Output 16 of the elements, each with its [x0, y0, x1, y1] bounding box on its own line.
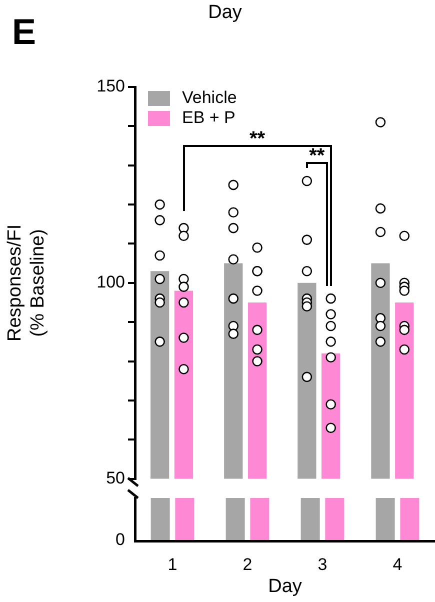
y-axis-title: Responses/FI (% Baseline) [4, 224, 48, 342]
x-tick-label: 4 [392, 554, 402, 574]
y-tick-label: 50 [106, 468, 125, 488]
text: E [12, 11, 36, 52]
x-tick-label: 2 [242, 554, 252, 574]
y-tick-label: 100 [96, 272, 125, 292]
chart-title: Day [207, 2, 243, 24]
annotation: ** [308, 145, 326, 168]
x-tick-label: 1 [168, 554, 178, 574]
x-axis-title: Day [268, 576, 302, 597]
x-tick-label: 3 [318, 554, 328, 574]
y-tick-label: 150 [96, 76, 125, 96]
legend-label: Vehicle [182, 88, 237, 108]
text: 0 [114, 530, 125, 550]
legend-label: EB + P [182, 108, 236, 128]
annotation: ** [248, 128, 266, 150]
